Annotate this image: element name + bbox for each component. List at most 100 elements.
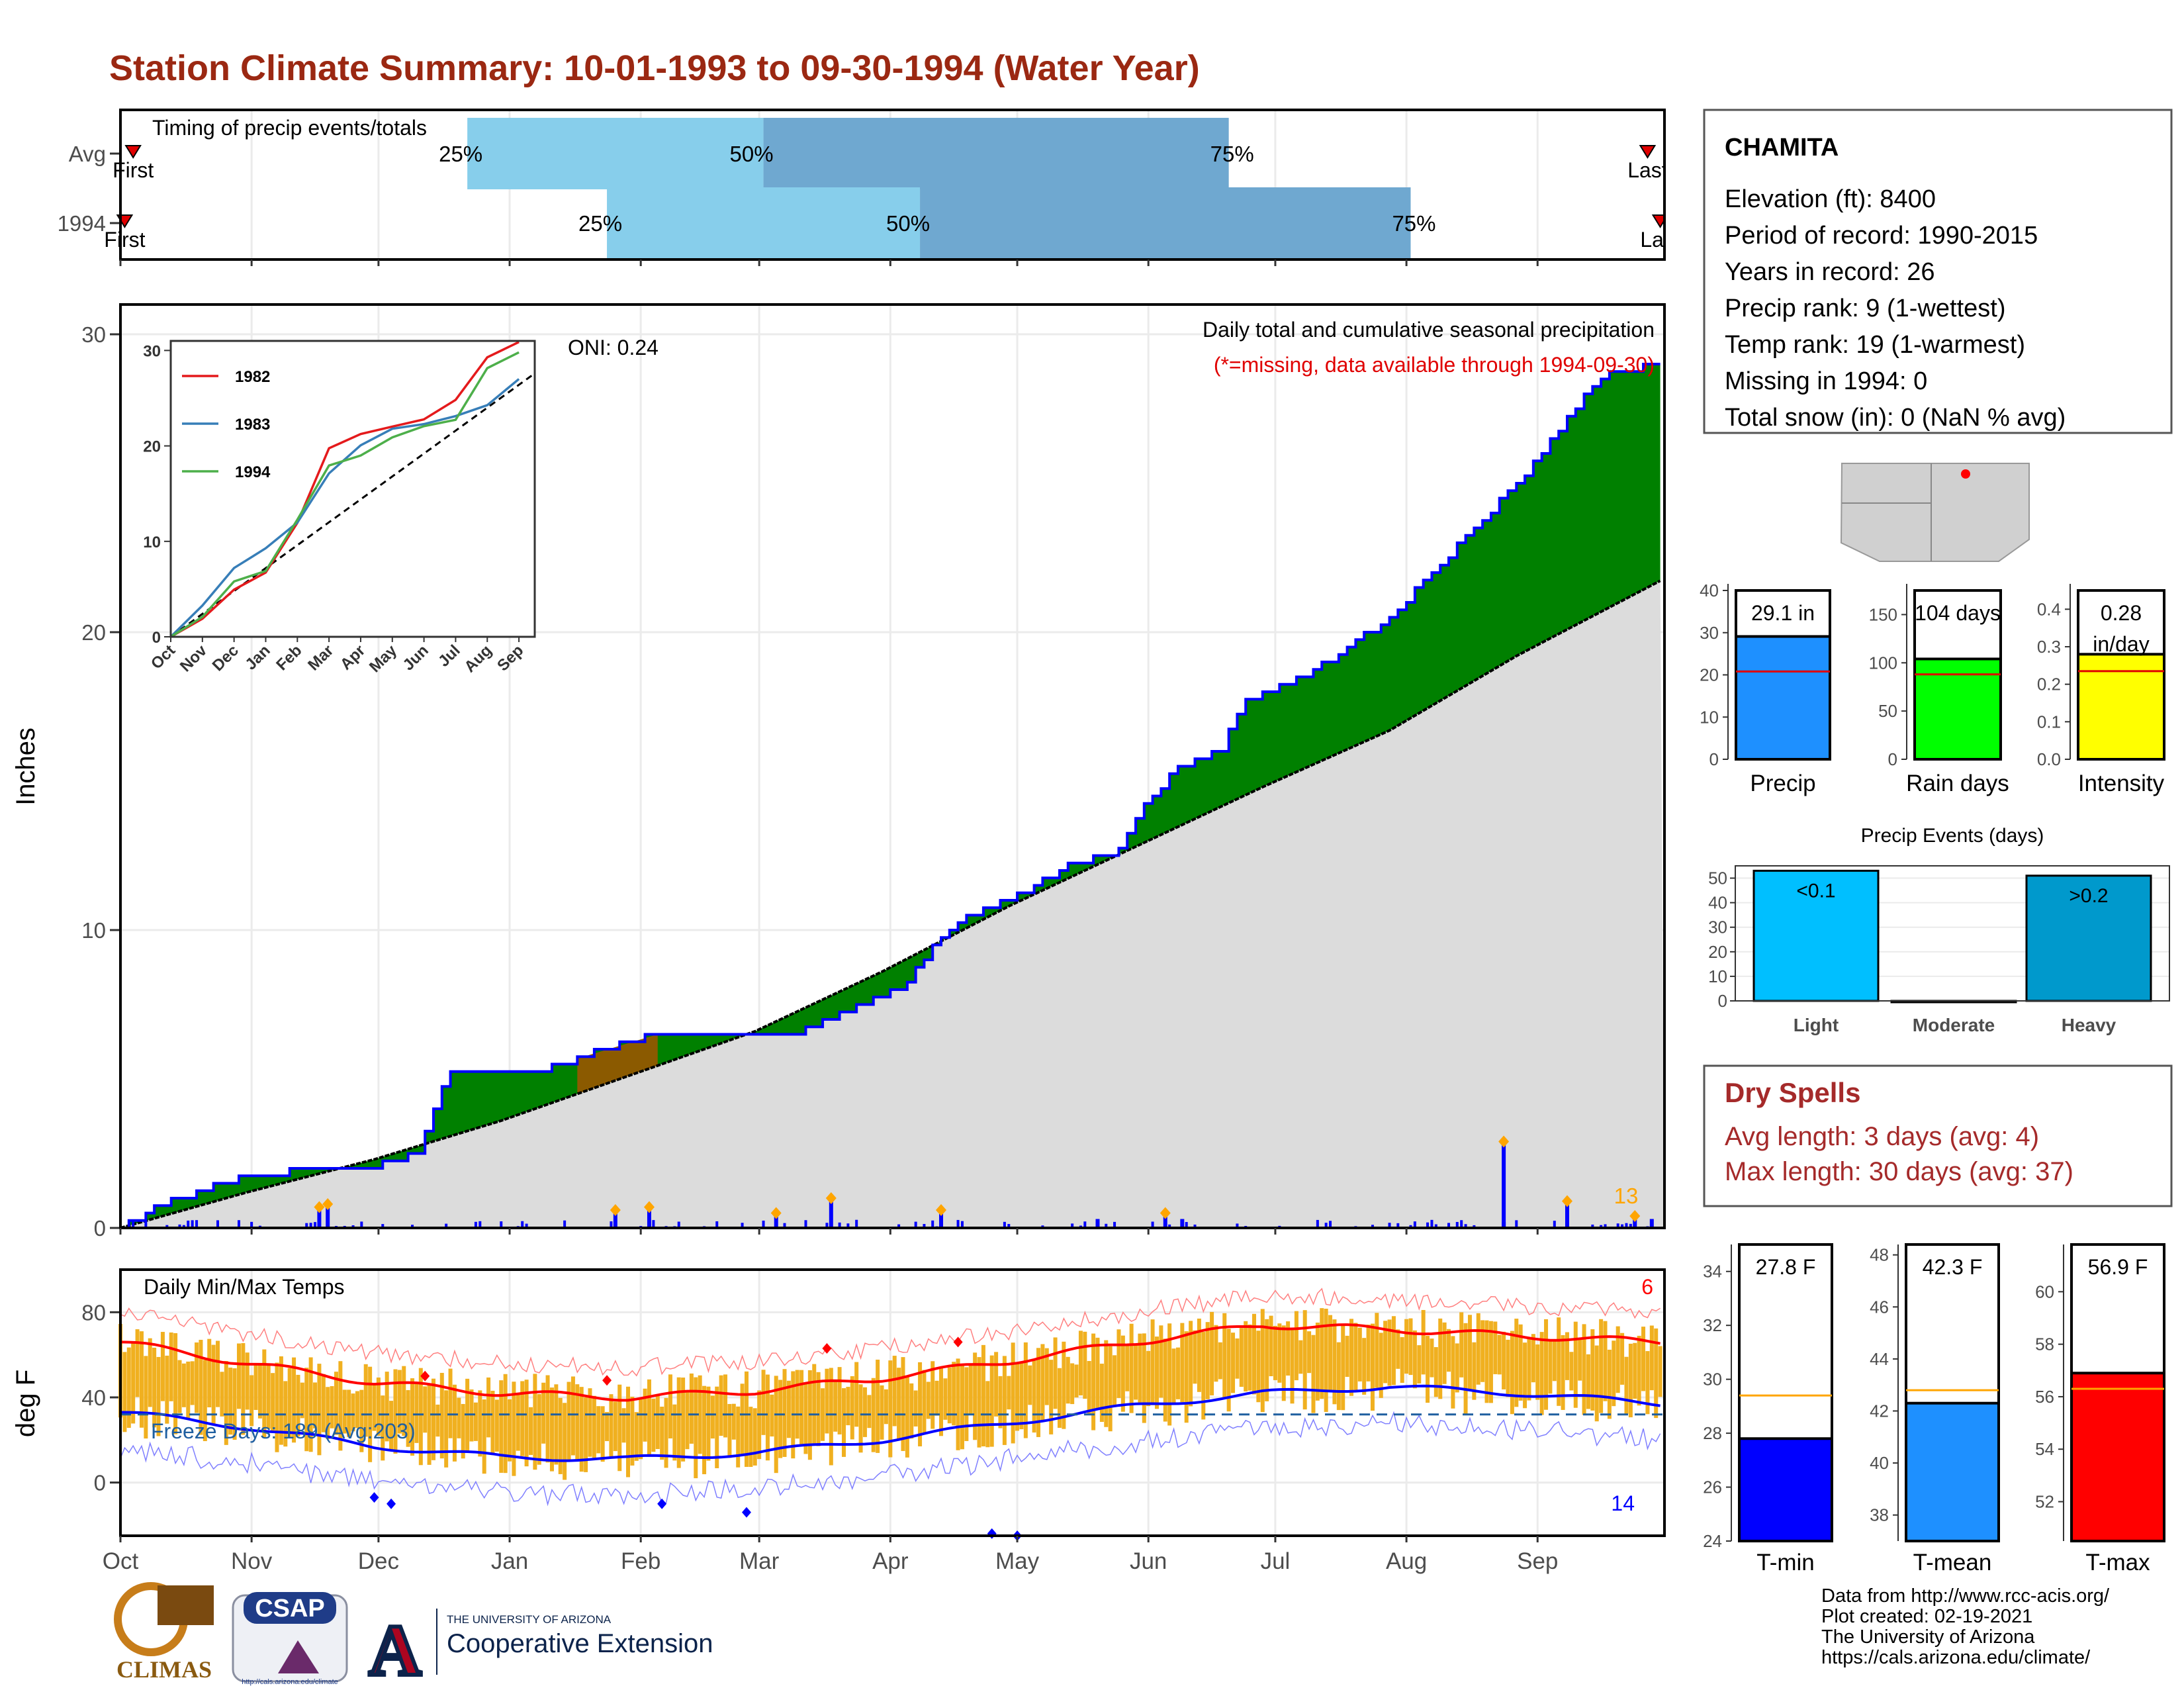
daily-temp-bar xyxy=(719,1375,723,1436)
daily-temp-bar xyxy=(1620,1333,1625,1385)
events-frame xyxy=(1735,865,2170,1002)
daily-temp-bar xyxy=(220,1372,224,1417)
daily-temp-bar xyxy=(1552,1341,1557,1382)
daily-temp-bar xyxy=(448,1368,453,1438)
daily-precip-bar xyxy=(381,1224,385,1228)
temp-frame xyxy=(119,1268,1666,1537)
event-category-label: Moderate xyxy=(1913,1015,1995,1035)
stat-value-label: 0.28 xyxy=(2101,601,2142,625)
month-label: Dec xyxy=(358,1548,399,1574)
daily-temp-bar xyxy=(1184,1331,1189,1423)
daily-temp-bar xyxy=(1476,1313,1480,1385)
missing-data-note: (*=missing, data available through 1994-… xyxy=(1214,353,1655,377)
daily-temp-bar xyxy=(1053,1337,1058,1409)
daily-temp-bar xyxy=(1506,1339,1510,1397)
temp-stat-category-label: T-mean xyxy=(1913,1550,1992,1575)
station-info-line: Elevation (ft): 8400 xyxy=(1725,185,1936,213)
footer-line: https://cals.arizona.edu/climate/ xyxy=(1821,1647,2091,1668)
daily-precip-bar xyxy=(1473,1225,1476,1228)
daily-temp-bar xyxy=(931,1361,935,1429)
csap-logo-text: CSAP xyxy=(255,1595,325,1622)
inset-legend-label: 1982 xyxy=(235,368,270,386)
daily-temp-bar xyxy=(1265,1319,1269,1401)
daily-temp-bar xyxy=(1134,1345,1138,1400)
daily-temp-bar xyxy=(567,1382,571,1461)
page-title: Station Climate Summary: 10-01-1993 to 0… xyxy=(109,48,1200,88)
daily-temp-bar xyxy=(867,1395,872,1429)
daily-temp-bar xyxy=(262,1349,267,1438)
daily-precip-bar xyxy=(1447,1223,1451,1228)
daily-precip-bar xyxy=(132,1221,135,1228)
daily-temp-bar xyxy=(1641,1327,1646,1391)
temp-stat-tick-label: 34 xyxy=(1703,1262,1722,1282)
temp-stat-tick-label: 28 xyxy=(1703,1423,1722,1443)
daily-temp-bar xyxy=(245,1352,250,1410)
daily-temp-bar xyxy=(1189,1321,1193,1407)
daily-temp-bar xyxy=(423,1386,428,1433)
daily-temp-bar xyxy=(829,1368,833,1466)
daily-temp-bar xyxy=(1159,1325,1163,1398)
daily-temp-bar xyxy=(338,1361,343,1451)
stat-value-label: 29.1 in xyxy=(1751,601,1815,625)
daily-temp-bar xyxy=(1150,1319,1155,1405)
station-location-marker xyxy=(1961,469,1970,479)
daily-precip-bar xyxy=(144,1221,148,1228)
daily-temp-bar xyxy=(393,1369,398,1454)
daily-temp-bar xyxy=(473,1402,478,1441)
daily-temp-bar xyxy=(1438,1318,1443,1399)
daily-temp-bar xyxy=(876,1359,880,1453)
daily-temp-bar xyxy=(499,1380,504,1473)
daily-temp-bar xyxy=(1433,1347,1438,1397)
daily-precip-bar xyxy=(1105,1223,1108,1228)
daily-temp-bar xyxy=(1218,1342,1222,1380)
daily-temp-bar xyxy=(533,1374,537,1470)
inset-ytick-label: 10 xyxy=(143,534,161,551)
daily-temp-bar xyxy=(308,1357,313,1452)
daily-temp-bar xyxy=(126,1347,131,1428)
daily-temp-bar xyxy=(1294,1311,1298,1381)
record-high-marker xyxy=(953,1336,963,1348)
daily-temp-bar xyxy=(181,1363,186,1407)
daily-temp-bar xyxy=(1612,1340,1616,1407)
daily-temp-bar xyxy=(469,1389,474,1442)
daily-temp-bar xyxy=(1383,1321,1388,1383)
dry-spells-avg: Avg length: 3 days (avg: 4) xyxy=(1725,1122,2039,1151)
stat-bar xyxy=(1913,657,2002,761)
temp-stat-tick-label: 48 xyxy=(1870,1245,1889,1265)
daily-temp-bar xyxy=(439,1372,444,1459)
daily-temp-bar xyxy=(1019,1362,1024,1430)
daily-precip-bar xyxy=(195,1220,199,1228)
daily-precip-bar xyxy=(652,1220,655,1228)
daily-temp-bar xyxy=(1362,1338,1367,1395)
daily-temp-bar xyxy=(1412,1330,1417,1389)
daily-temp-bar xyxy=(503,1374,508,1474)
daily-temp-bar xyxy=(203,1360,207,1442)
month-label: Jul xyxy=(1261,1548,1291,1574)
daily-temp-bar xyxy=(1442,1322,1447,1384)
daily-temp-bar xyxy=(1095,1337,1100,1410)
daily-temp-bar xyxy=(1649,1325,1654,1391)
daily-temp-bar xyxy=(512,1382,516,1476)
record-low-marker xyxy=(741,1507,751,1518)
daily-temp-bar xyxy=(947,1367,952,1424)
temp-ytick-label: 80 xyxy=(81,1300,106,1325)
daily-temp-bar xyxy=(1248,1324,1252,1391)
daily-temp-bar xyxy=(749,1407,753,1468)
daily-temp-bar xyxy=(1142,1333,1146,1423)
daily-temp-bar xyxy=(770,1394,774,1437)
daily-temp-bar xyxy=(1336,1342,1341,1411)
daily-temp-bar xyxy=(490,1390,495,1455)
stat-value-label: in/day xyxy=(2093,632,2149,656)
daily-temp-bar xyxy=(778,1380,783,1458)
inset-legend-label: 1994 xyxy=(235,463,271,481)
daily-temp-bar xyxy=(621,1408,626,1443)
daily-temp-bar xyxy=(1324,1308,1328,1412)
daily-temp-bar xyxy=(224,1361,228,1445)
events-tick-label: 30 xyxy=(1708,917,1727,937)
daily-precip-bar xyxy=(525,1223,528,1228)
daily-temp-bar xyxy=(1510,1331,1514,1415)
daily-temp-bar xyxy=(292,1357,296,1443)
daily-temp-bar xyxy=(1603,1321,1608,1401)
event-bar-label: >0.2 xyxy=(2069,885,2108,907)
daily-temp-bar xyxy=(195,1342,199,1413)
